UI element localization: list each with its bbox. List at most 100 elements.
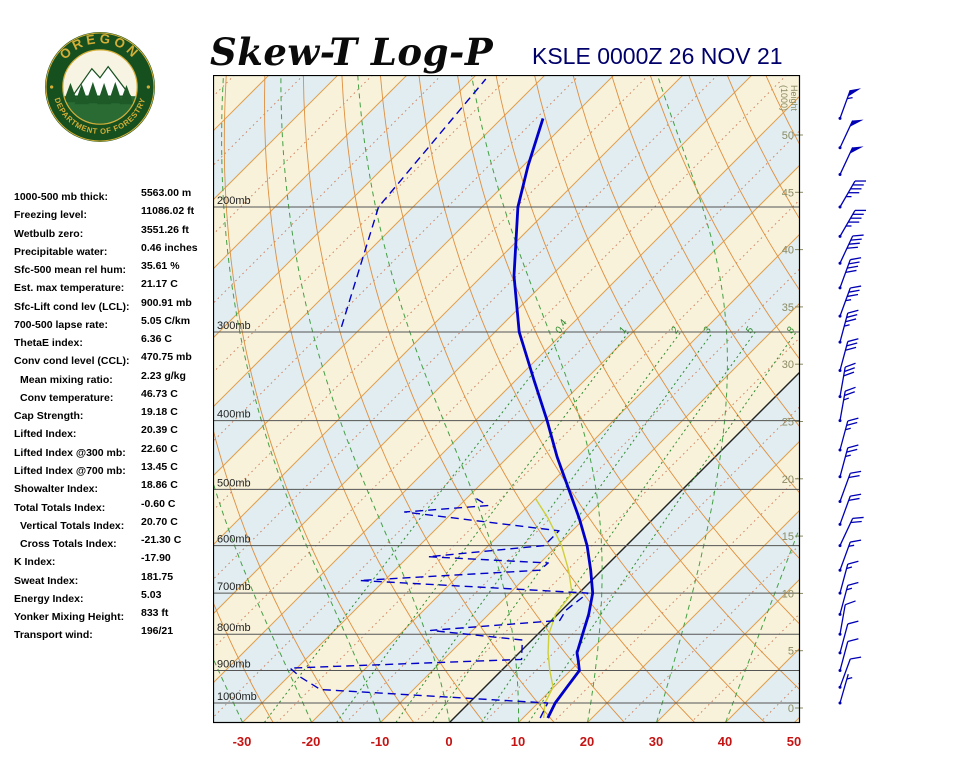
height-tick-label: 35 (782, 302, 794, 314)
index-label: Cap Strength: (14, 410, 84, 423)
index-row: 1000-500 mb thick: 5563.00 m (14, 187, 229, 205)
wind-barb (838, 673, 853, 705)
index-value: 5.03 (141, 588, 162, 601)
logo-trees (63, 81, 134, 105)
index-value: 13.45 C (141, 460, 178, 473)
sounding-indices-panel: 1000-500 mb thick: 5563.00 m Freezing leve… (14, 187, 229, 644)
pressure-level-label: 400mb (217, 409, 251, 421)
index-value: 22.60 C (141, 442, 178, 455)
index-label: ThetaE index: (14, 337, 83, 350)
wind-barb (838, 516, 864, 548)
temp-axis-tick-label: 30 (649, 734, 663, 749)
dewpoint_upper-profile-line (340, 78, 487, 328)
wind-barb (838, 257, 862, 290)
temp-axis-tick-label: -30 (233, 734, 252, 749)
height-tick-label: 0 (788, 703, 794, 715)
wind-barb (838, 146, 864, 177)
wind-barb (838, 88, 862, 120)
index-value: 3551.26 ft (141, 223, 189, 236)
index-row: Conv temperature: 46.73 C (14, 388, 229, 406)
index-label: Wetbulb zero: (14, 227, 84, 240)
index-value: 6.36 C (141, 333, 172, 346)
pressure-level-label: 500mb (217, 477, 251, 489)
index-value: 833 ft (141, 607, 169, 620)
wind-barb (838, 470, 862, 503)
index-row: Total Totals Index: -0.60 C (14, 498, 229, 516)
pressure-level-label: 600mb (217, 534, 251, 546)
odf-logo: OREGON DEPARTMENT OF FORESTRY (45, 31, 155, 142)
wind-barb (838, 638, 859, 673)
wind-barb (838, 560, 859, 595)
index-label: Lifted Index @700 mb: (14, 464, 126, 477)
index-label: Freezing level: (14, 209, 87, 222)
wind-barb (838, 600, 856, 636)
index-value: 19.18 C (141, 406, 178, 419)
height-tick-label: 30 (782, 359, 794, 371)
index-row: K Index: -17.90 (14, 552, 229, 570)
index-row: Wetbulb zero: 3551.26 ft (14, 224, 229, 242)
height-tick-label: 5 (788, 646, 794, 658)
index-label: Sfc-Lift cond lev (LCL): (14, 300, 130, 313)
index-label: Showalter Index: (14, 483, 99, 496)
index-value: -0.60 C (141, 497, 176, 510)
index-row: ThetaE index: 6.36 C (14, 333, 229, 351)
index-label: Sfc-500 mean rel hum: (14, 264, 127, 277)
index-row: Vertical Totals Index: 20.70 C (14, 516, 229, 534)
wind-barb-column (838, 88, 866, 705)
wind-barb (838, 581, 859, 616)
wind-barb (838, 656, 862, 689)
index-row: Yonker Mixing Height: 833 ft (14, 607, 229, 625)
index-label: Vertical Totals Index: (20, 519, 125, 532)
index-label: Mean mixing ratio: (20, 373, 113, 386)
page-title: Skew-T Log-P (210, 30, 494, 74)
index-row: Transport wind: 196/21 (14, 625, 229, 643)
index-value: 181.75 (141, 570, 174, 583)
wind-barb (838, 209, 866, 238)
index-value: 0.46 inches (141, 241, 198, 254)
wind-barb (838, 338, 859, 373)
index-value: 2.23 g/kg (141, 369, 186, 382)
sounding-profile-lines (289, 78, 595, 719)
temperature-profile-line (512, 117, 595, 719)
index-row: Sfc-500 mean rel hum: 35.61 % (14, 260, 229, 278)
height-tick-label: 25 (782, 417, 794, 429)
index-label: Conv temperature: (20, 391, 114, 404)
index-row: Cap Strength: 19.18 C (14, 406, 229, 424)
index-label: 700-500 lapse rate: (14, 318, 108, 331)
index-label: Lifted Index @300 mb: (14, 446, 126, 459)
pressure-level-label: 700mb (217, 581, 251, 593)
index-row: Lifted Index @300 mb: 22.60 C (14, 443, 229, 461)
index-value: 21.17 C (141, 278, 178, 291)
mixing-ratio-label: 1 (617, 325, 629, 335)
temp-axis-tick-label: 0 (445, 734, 452, 749)
index-row: Precipitable water: 0.46 inches (14, 242, 229, 260)
index-label: Conv cond level (CCL): (14, 355, 130, 368)
index-label: K Index: (14, 556, 56, 569)
height-axis-units: (1000) (779, 85, 789, 111)
index-value: -17.90 (141, 552, 171, 565)
pressure-level-label: 900mb (217, 659, 251, 671)
index-value: 11086.02 ft (141, 205, 195, 218)
wind-barb (838, 417, 859, 452)
index-row: Conv cond level (CCL): 470.75 mb (14, 351, 229, 369)
mixing-ratio-label: 8 (785, 325, 798, 336)
wetbulb-profile-line (534, 498, 573, 719)
index-row: Lifted Index: 20.39 C (14, 424, 229, 442)
index-label: 1000-500 mb thick: (14, 191, 108, 203)
pressure-level-label: 300mb (217, 320, 251, 332)
index-row: Freezing level: 11086.02 ft (14, 205, 229, 223)
chart-grid-lines (213, 75, 800, 723)
index-label: Sweat Index: (14, 574, 79, 587)
temp-axis-tick-label: 50 (787, 734, 801, 749)
temp-axis-tick-label: 20 (580, 734, 594, 749)
temperature-axis-labels: -30 -20 -10 0 10 20 30 40 50 (233, 734, 802, 749)
index-label: Precipitable water: (14, 245, 108, 258)
mixing-ratio-label: 2 (669, 325, 682, 337)
index-row: Showalter Index: 18.86 C (14, 479, 229, 497)
index-value: 5563.00 m (141, 187, 192, 199)
pressure-level-label: 200mb (217, 195, 251, 207)
index-label: Energy Index: (14, 592, 84, 605)
index-row: Energy Index: 5.03 (14, 589, 229, 607)
index-value: 20.39 C (141, 424, 178, 437)
